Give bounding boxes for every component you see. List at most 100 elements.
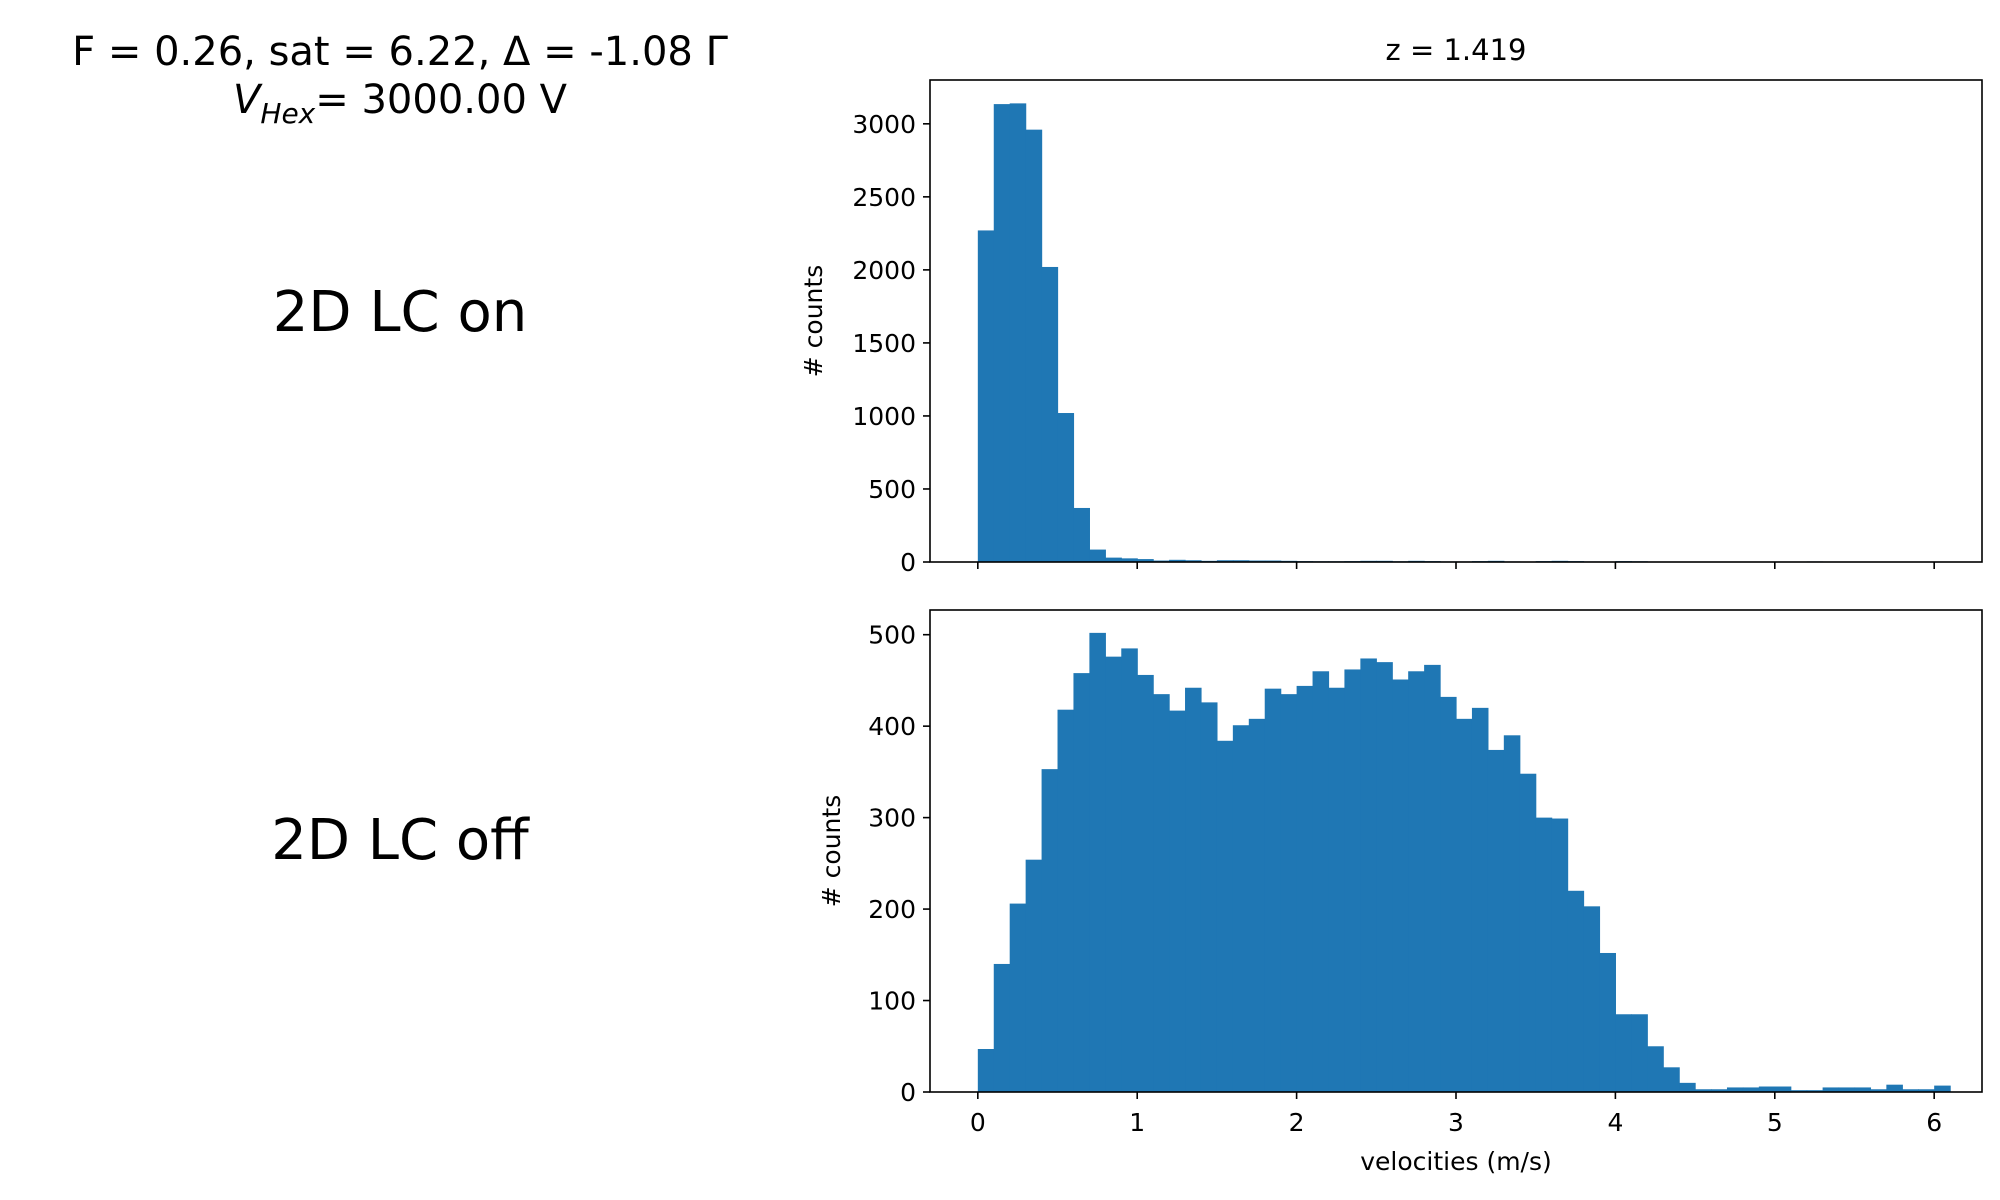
bottom-histogram-bar: [1248, 718, 1266, 1092]
top-histogram-bar: [1137, 559, 1154, 562]
bottom-histogram-bar: [1838, 1087, 1856, 1092]
top-y-tick-label: 2500: [852, 183, 916, 212]
bottom-histogram-bar: [1169, 710, 1186, 1092]
bottom-histogram-bar: [977, 1049, 995, 1092]
bottom-x-tick-label: 2: [1289, 1108, 1305, 1137]
bottom-histogram-bar: [1105, 656, 1122, 1092]
bottom-histogram-bar: [1360, 658, 1377, 1092]
bottom-x-tick-label: 5: [1767, 1108, 1783, 1137]
bottom-histogram-bar: [1471, 707, 1489, 1092]
bottom-histogram-bar: [1535, 817, 1553, 1092]
bottom-histogram-bar: [1424, 664, 1441, 1092]
bottom-histogram-bar: [1185, 687, 1202, 1092]
bottom-histogram-bar: [1806, 1090, 1824, 1092]
top-histogram-bar: [1025, 129, 1043, 562]
label-2d-lc-on: 2D LC on: [272, 280, 528, 345]
bottom-histogram-bar: [1503, 735, 1521, 1092]
top-y-tick-label: 0: [900, 548, 916, 577]
bottom-histogram-bar: [1200, 702, 1218, 1092]
bottom-x-tick-label: 1: [1129, 1108, 1145, 1137]
bottom-histogram-bar: [1089, 632, 1106, 1092]
bottom-histogram-bar: [1742, 1087, 1760, 1092]
top-histogram-bar: [1216, 560, 1234, 562]
top-y-axis-label: # counts: [799, 265, 828, 377]
bottom-histogram-bar: [1615, 1014, 1632, 1092]
bottom-histogram-bar: [1025, 859, 1043, 1092]
top-histogram-bar: [1057, 413, 1075, 562]
top-y-tick-label: 1000: [852, 402, 916, 431]
top-histogram-bar: [1009, 103, 1027, 563]
bottom-histogram-bar: [1758, 1086, 1776, 1092]
bottom-histogram-bar: [1440, 696, 1457, 1092]
top-histogram-bar: [1169, 559, 1186, 562]
bottom-y-axis-label: # counts: [817, 795, 846, 907]
bottom-histogram-bar: [1264, 688, 1282, 1092]
bottom-histogram-bar: [1009, 903, 1027, 1092]
bottom-histogram-bar: [1934, 1085, 1951, 1092]
bottom-histogram-bar: [1918, 1089, 1935, 1092]
bottom-histogram-bar: [1487, 749, 1505, 1092]
top-y-tick-label: 2000: [852, 256, 916, 285]
bottom-histogram-bar: [1312, 671, 1330, 1092]
label-2d-lc-off: 2D LC off: [271, 808, 529, 873]
bottom-histogram-bar: [1392, 679, 1409, 1092]
bottom-y-tick-label: 300: [868, 804, 916, 833]
voltage-line: VHex= 3000.00 V: [0, 76, 800, 138]
bottom-histogram-bar: [1153, 694, 1170, 1092]
top-histogram-bar: [977, 230, 995, 562]
bottom-histogram-bar: [1695, 1089, 1712, 1092]
bottom-histogram-bar: [1902, 1089, 1919, 1092]
bottom-histogram-bar: [1232, 725, 1250, 1092]
bottom-histogram-bar: [1376, 662, 1393, 1092]
bottom-histogram-bar: [1679, 1082, 1696, 1092]
bottom-histogram-bar: [1057, 709, 1075, 1092]
top-histogram-bar: [1185, 560, 1202, 562]
bottom-histogram-bar: [1854, 1087, 1872, 1092]
bottom-histogram-bar: [1551, 818, 1569, 1092]
bottom-histogram-bar: [1583, 906, 1601, 1092]
figure-header: F = 0.26, sat = 6.22, Δ = -1.08 Γ VHex= …: [0, 28, 800, 138]
bottom-histogram-bar: [1631, 1014, 1648, 1092]
bottom-histogram-bar: [1296, 685, 1314, 1092]
bottom-histogram-bar: [1647, 1046, 1664, 1092]
top-chart-title: z = 1.419: [1386, 33, 1527, 67]
vhex-symbol: V: [233, 77, 261, 123]
bottom-histogram-bar: [1073, 673, 1090, 1092]
vhex-value: = 3000.00 V: [315, 77, 567, 123]
bottom-histogram-bar: [1567, 890, 1585, 1092]
top-histogram-bar: [1232, 560, 1250, 562]
bottom-y-tick-label: 500: [868, 621, 916, 650]
bottom-histogram-bar: [1599, 952, 1616, 1092]
top-histogram-bar: [1073, 507, 1090, 562]
bottom-histogram-bar: [1663, 1067, 1680, 1092]
top-histogram-bar: [1121, 558, 1138, 562]
top-y-tick-label: 500: [868, 475, 916, 504]
top-histogram-bar: [1105, 557, 1122, 562]
bottom-histogram-bar: [1456, 718, 1473, 1092]
top-y-tick-label: 3000: [852, 110, 916, 139]
bottom-histogram-bar: [1774, 1086, 1792, 1092]
bottom-y-tick-label: 200: [868, 895, 916, 924]
bottom-histogram-bar: [993, 963, 1011, 1092]
top-y-tick-label: 1500: [852, 329, 916, 358]
bottom-y-tick-label: 100: [868, 987, 916, 1016]
bottom-histogram-bar: [1121, 648, 1138, 1092]
bottom-histogram-bar: [1344, 669, 1361, 1092]
bottom-x-axis-label: velocities (m/s): [1360, 1147, 1552, 1176]
bottom-x-tick-label: 0: [970, 1108, 986, 1137]
bottom-histogram-bar: [1408, 671, 1425, 1092]
bottom-histogram-bar: [1519, 773, 1537, 1092]
bottom-histogram-bar: [1328, 687, 1346, 1092]
bottom-histogram-bar: [1041, 769, 1059, 1092]
top-histogram-bar: [1041, 266, 1059, 562]
bottom-histogram-bar: [1711, 1089, 1728, 1092]
bottom-histogram-bar: [1870, 1089, 1887, 1092]
parameters-line: F = 0.26, sat = 6.22, Δ = -1.08 Γ: [72, 29, 728, 75]
bottom-y-tick-label: 0: [900, 1078, 916, 1107]
bottom-x-tick-label: 4: [1607, 1108, 1623, 1137]
bottom-histogram-bar: [1280, 694, 1298, 1092]
bottom-histogram-bar: [1216, 740, 1234, 1092]
bottom-x-tick-label: 3: [1448, 1108, 1464, 1137]
vhex-subscript: Hex: [260, 97, 316, 130]
